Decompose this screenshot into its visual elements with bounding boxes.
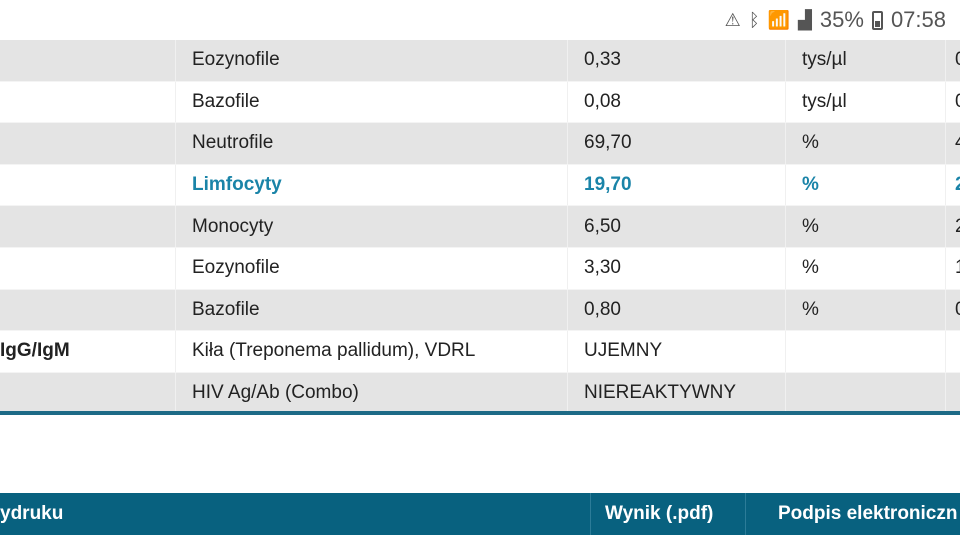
test-reference: 0 xyxy=(955,299,960,321)
table-row: Eozynofile 3,30% 1 xyxy=(0,247,960,290)
test-reference: 0 xyxy=(955,91,960,113)
test-value: 0,08 xyxy=(584,90,621,112)
table-row: Eozynofile 0,33 tys/µl 0 xyxy=(0,40,960,82)
battery-percent: 35% xyxy=(819,7,864,32)
table-bottom-border xyxy=(0,411,960,415)
test-unit: % xyxy=(802,132,819,154)
test-name: Eozynofile xyxy=(192,49,280,71)
test-name: Bazofile xyxy=(192,298,260,320)
table-row: Monocyty 6,50% 2 xyxy=(0,206,960,248)
test-reference: 2 xyxy=(955,174,960,196)
signal-icon: ▟ xyxy=(798,9,812,30)
table-row: Limfocyty 19,70% 2 xyxy=(0,164,960,207)
test-name: Bazofile xyxy=(192,90,260,112)
test-name: HIV Ag/Ab (Combo) xyxy=(192,382,359,404)
table-row: HIV Ag/Ab (Combo) NIEREAKTYWNY xyxy=(0,372,960,415)
header-result-pdf: Wynik (.pdf) xyxy=(605,503,714,524)
test-value: 6,50 xyxy=(584,215,621,237)
bluetooth-icon: ᛒ xyxy=(748,9,760,30)
results-table: Eozynofile 0,33 tys/µl 0 Bazofile 0,08 tys/µl 0… xyxy=(0,40,960,415)
test-name: Limfocyty xyxy=(192,174,282,196)
test-name: Monocyty xyxy=(192,215,274,237)
documents-header: ydruku Wynik (.pdf) Podpis elektroniczn xyxy=(0,493,960,535)
test-reference: 0 xyxy=(955,49,960,71)
table-row: Neutrofile 69,70% 4 xyxy=(0,123,960,165)
battery-icon xyxy=(871,10,883,30)
data-saver-icon: ⚠ xyxy=(724,9,741,30)
test-unit: tys/µl xyxy=(802,49,847,71)
table-row: IgG/IgM Kiła (Treponema pallidum), VDRL UJ… xyxy=(0,331,960,373)
test-group: IgG/IgM xyxy=(0,340,70,362)
test-value: UJEMNY xyxy=(584,340,663,362)
test-unit: % xyxy=(802,174,819,196)
test-name: Eozynofile xyxy=(192,257,280,279)
table-row: Bazofile 0,08 tys/µl 0 xyxy=(0,81,960,124)
table-row: Bazofile 0,80% 0 xyxy=(0,289,960,332)
status-bar: ⚠ ᛒ 📶 ▟ 35% 07:58 xyxy=(0,0,960,40)
test-value: 69,70 xyxy=(584,132,632,154)
test-unit: % xyxy=(802,257,819,279)
header-e-signature: Podpis elektroniczn xyxy=(778,503,958,524)
test-unit: tys/µl xyxy=(802,90,847,112)
test-value: 3,30 xyxy=(584,257,621,279)
test-unit: % xyxy=(802,215,819,237)
test-unit: % xyxy=(802,298,819,320)
test-value: 0,33 xyxy=(584,49,621,71)
test-reference: 1 xyxy=(955,257,960,279)
wifi-icon: 📶 xyxy=(767,9,791,30)
test-reference: 2 xyxy=(955,216,960,238)
test-reference: 4 xyxy=(955,132,960,154)
header-printout: ydruku xyxy=(0,503,64,524)
test-value: NIEREAKTYWNY xyxy=(584,382,737,404)
test-value: 19,70 xyxy=(584,174,632,196)
test-value: 0,80 xyxy=(584,298,621,320)
test-name: Kiła (Treponema pallidum), VDRL xyxy=(192,340,476,362)
test-name: Neutrofile xyxy=(192,132,274,154)
clock: 07:58 xyxy=(890,7,946,32)
